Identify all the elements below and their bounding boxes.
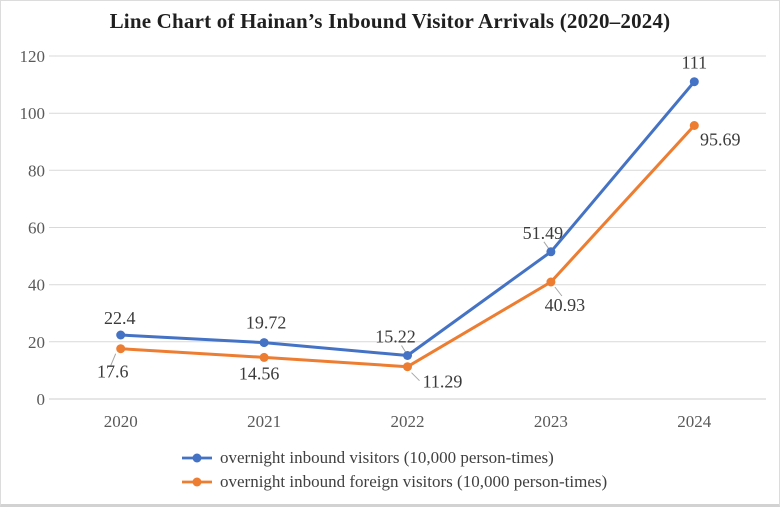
- data-label: 14.56: [239, 363, 280, 383]
- data-point-marker: [259, 352, 269, 362]
- y-tick-label: 20: [28, 333, 45, 352]
- x-tick-label: 2021: [247, 412, 281, 431]
- y-tick-label: 40: [28, 276, 45, 295]
- data-label: 11.29: [423, 372, 463, 392]
- data-point-marker: [116, 344, 126, 354]
- x-tick-label: 2020: [104, 412, 138, 431]
- legend-label: overnight inbound foreign visitors (10,0…: [220, 472, 608, 491]
- y-tick-label: 0: [37, 390, 46, 409]
- data-point-marker: [403, 351, 412, 360]
- x-tick-label: 2024: [677, 412, 712, 431]
- data-point-marker: [689, 121, 699, 130]
- data-point-marker: [689, 77, 699, 87]
- data-label-leader-line: [554, 286, 563, 297]
- data-label: 51.49: [523, 223, 564, 243]
- data-label: 95.69: [700, 130, 741, 150]
- y-tick-label: 80: [28, 161, 45, 180]
- data-point-marker: [546, 247, 556, 257]
- x-tick-label: 2023: [534, 412, 568, 431]
- legend-label: overnight inbound visitors (10,000 perso…: [220, 448, 554, 467]
- legend-line-marker-icon: [182, 477, 212, 487]
- chart-legend: overnight inbound visitors (10,000 perso…: [182, 448, 607, 492]
- data-label: 111: [681, 53, 707, 73]
- y-tick-label: 100: [20, 104, 46, 123]
- data-label: 22.4: [104, 308, 136, 328]
- data-label-leader-line: [110, 353, 117, 366]
- y-tick-label: 60: [28, 219, 45, 238]
- data-point-marker: [403, 362, 412, 372]
- data-point-marker: [116, 330, 126, 340]
- data-point-marker: [546, 277, 556, 287]
- legend-item: overnight inbound foreign visitors (10,0…: [182, 472, 607, 492]
- line-chart-plot-area: 0 20 40 60 80 100 120 2020 2021 2022 2023 2024 22.4 1…: [20, 47, 766, 431]
- data-label-leader-line: [543, 241, 550, 250]
- legend-item: overnight inbound visitors (10,000 perso…: [182, 448, 607, 468]
- chart-title: Line Chart of Hainan’s Inbound Visitor A…: [109, 9, 671, 33]
- data-label-leader-line: [411, 372, 420, 382]
- x-tick-label: 2022: [391, 412, 425, 431]
- legend-line-marker-icon: [182, 453, 212, 463]
- data-label: 15.22: [375, 327, 416, 347]
- data-label: 19.72: [246, 313, 287, 333]
- data-label: 17.6: [97, 362, 129, 382]
- data-point-marker: [259, 338, 269, 348]
- y-tick-label: 120: [20, 47, 46, 66]
- data-label: 40.93: [545, 295, 586, 315]
